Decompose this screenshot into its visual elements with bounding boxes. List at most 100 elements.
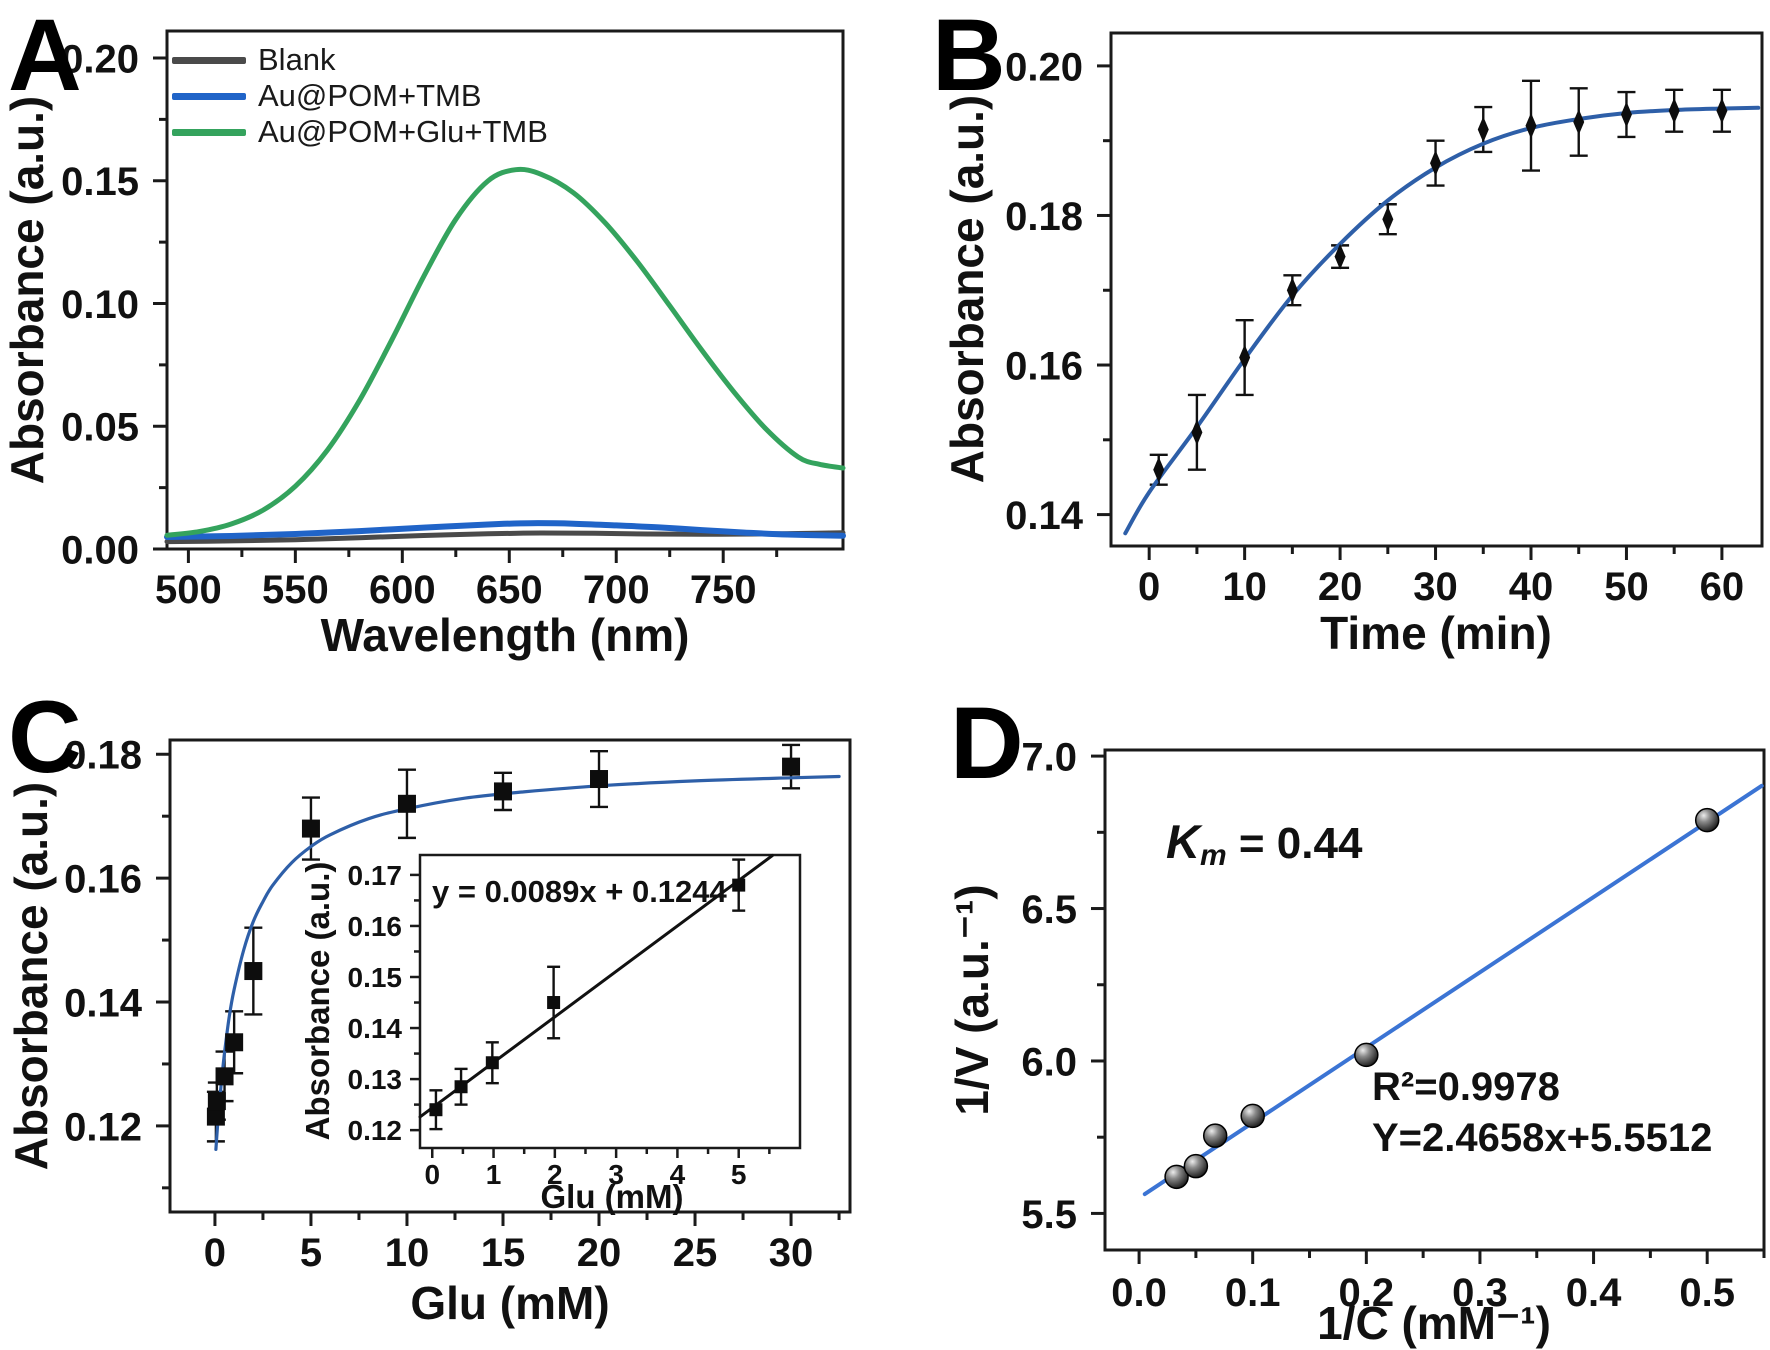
panel-b-y-axis-label: Absorbance (a.u.): [941, 94, 993, 484]
data-point: [1183, 1153, 1209, 1179]
data-point: [1239, 344, 1251, 371]
panel-d-x-axis-label: 1/C (mM⁻¹): [1317, 1297, 1551, 1349]
data-point: [1716, 97, 1728, 124]
data-point: [1573, 108, 1585, 135]
x-tick-label: 60: [1700, 565, 1745, 609]
y-tick-label: 0.10: [61, 283, 139, 327]
legend-item-blank: Blank: [172, 42, 548, 78]
legend-label-blank: Blank: [258, 42, 336, 77]
data-point: [1525, 112, 1537, 139]
y-tick-label: 0.16: [64, 858, 142, 902]
legend-swatch-blank: [172, 56, 246, 64]
x-tick-label: 10: [1222, 565, 1267, 609]
panel-d-y-axis-label: 1/V (a.u.⁻¹): [946, 884, 998, 1116]
x-tick-label: 50: [1604, 565, 1649, 609]
panel-a-plot: 500 550 600 650 700 750 0.00 0.05 0.10 0.15 0.20: [61, 29, 846, 612]
y-tick-label: 0.14: [348, 1013, 403, 1044]
y-tick-label: 0.12: [348, 1115, 403, 1146]
x-tick-label: 0.1: [1225, 1271, 1281, 1315]
data-point: [1202, 1123, 1228, 1148]
y-tick-label: 0.17: [348, 860, 403, 891]
data-point: [397, 794, 416, 813]
y-tick-label: 7.0: [1021, 735, 1077, 779]
y-tick-label: 0.20: [1005, 45, 1083, 89]
panel-c-x-axis-label: Glu (mM): [410, 1277, 610, 1329]
panel-b-letter: B: [932, 0, 1006, 112]
x-tick-label: 0.4: [1566, 1271, 1622, 1315]
panel-a-y-axis-label: Absorbance (a.u.): [1, 95, 53, 485]
x-tick-label: 2: [547, 1159, 563, 1190]
x-tick-label: 700: [583, 568, 650, 612]
legend-swatch-au-pom-tmb: [172, 92, 246, 100]
data-point: [207, 1092, 226, 1111]
panel-b-plot: 0 10 20 30 40 50 60 0.14 0.16 0.18 0.20: [1005, 31, 1764, 609]
y-tick-label: 0.14: [1005, 494, 1084, 538]
x-tick-label: 20: [577, 1231, 622, 1275]
y-tick-label: 0.14: [64, 981, 143, 1025]
inset-fit-equation: y = 0.0089x + 0.1244: [432, 874, 727, 909]
data-point: [225, 1033, 244, 1052]
x-tick-label: 600: [369, 568, 436, 612]
panel-a-legend: Blank Au@POM+TMB Au@POM+Glu+TMB: [172, 42, 548, 150]
x-tick-label: 4: [670, 1159, 686, 1190]
data-point: [1164, 1164, 1189, 1190]
data-point: [301, 819, 320, 838]
data-point: [485, 1056, 499, 1070]
y-tick-label: 0.18: [1005, 195, 1083, 239]
axis-frame: [168, 738, 852, 1214]
legend-label-au-pom-glu-tmb: Au@POM+Glu+TMB: [258, 114, 548, 149]
y-tick-label: 6.0: [1021, 1040, 1077, 1084]
x-tick-label: 10: [385, 1231, 430, 1275]
spectrum-curve-au-pom-tmb: [164, 520, 846, 540]
data-point: [244, 962, 263, 981]
data-point: [493, 782, 512, 801]
data-point: [1668, 97, 1680, 124]
data-point: [1191, 419, 1203, 446]
inset-background: [420, 855, 800, 1148]
x-tick-label: 0.0: [1111, 1271, 1167, 1315]
x-tick-label: 0.5: [1679, 1271, 1735, 1315]
panel-c-inset-plot: 0 1 2 3 4 5 0.12 0.13 0.14 0.15 0.16 0.17: [348, 853, 802, 1190]
data-point: [547, 996, 561, 1010]
y-tick-label: 0.18: [64, 734, 142, 778]
x-tick-label: 550: [262, 568, 329, 612]
data-point: [1286, 277, 1298, 304]
fit-statistics: R²=0.9978 Y=2.4658x+5.5512: [1372, 1062, 1712, 1164]
x-tick-label: 20: [1318, 565, 1363, 609]
data-point: [215, 1067, 234, 1086]
data-point: [1382, 206, 1394, 233]
panel-c-y-axis-label: Absorbance (a.u.): [5, 781, 57, 1171]
legend-item-au-pom-glu-tmb: Au@POM+Glu+TMB: [172, 114, 548, 150]
x-tick-label: 650: [476, 568, 543, 612]
data-point: [1334, 243, 1346, 270]
y-tick-label: 5.5: [1021, 1193, 1077, 1237]
panel-a-x-axis-label: Wavelength (nm): [320, 609, 690, 661]
x-tick-label: 0: [1138, 565, 1160, 609]
legend-label-au-pom-tmb: Au@POM+TMB: [258, 78, 482, 113]
data-point: [1153, 456, 1165, 483]
legend-swatch-au-pom-glu-tmb: [172, 128, 246, 136]
axis-frame: [1109, 31, 1764, 548]
data-point: [206, 1107, 225, 1126]
x-tick-label: 0.2: [1339, 1271, 1395, 1315]
y-tick-label: 0.00: [61, 528, 139, 572]
panel-a-letter: A: [8, 0, 82, 112]
y-tick-label: 0.20: [61, 37, 139, 81]
y-tick-label: 0.05: [61, 406, 139, 450]
data-point: [1620, 101, 1632, 128]
x-tick-label: 30: [1413, 565, 1458, 609]
y-tick-label: 0.13: [348, 1064, 403, 1095]
fit-curve: [1123, 105, 1761, 536]
legend-item-au-pom-tmb: Au@POM+TMB: [172, 78, 548, 114]
x-tick-label: 500: [155, 568, 222, 612]
km-subscript: m: [1199, 839, 1227, 872]
fit-equation: Y=2.4658x+5.5512: [1372, 1116, 1713, 1161]
axis-frame: [165, 29, 845, 551]
fit-curve: [418, 854, 774, 1119]
data-point: [1694, 807, 1720, 833]
inset-y-axis-label: Absorbance (a.u.): [299, 861, 336, 1141]
x-tick-label: 30: [769, 1231, 814, 1275]
y-tick-label: 0.15: [61, 160, 139, 204]
